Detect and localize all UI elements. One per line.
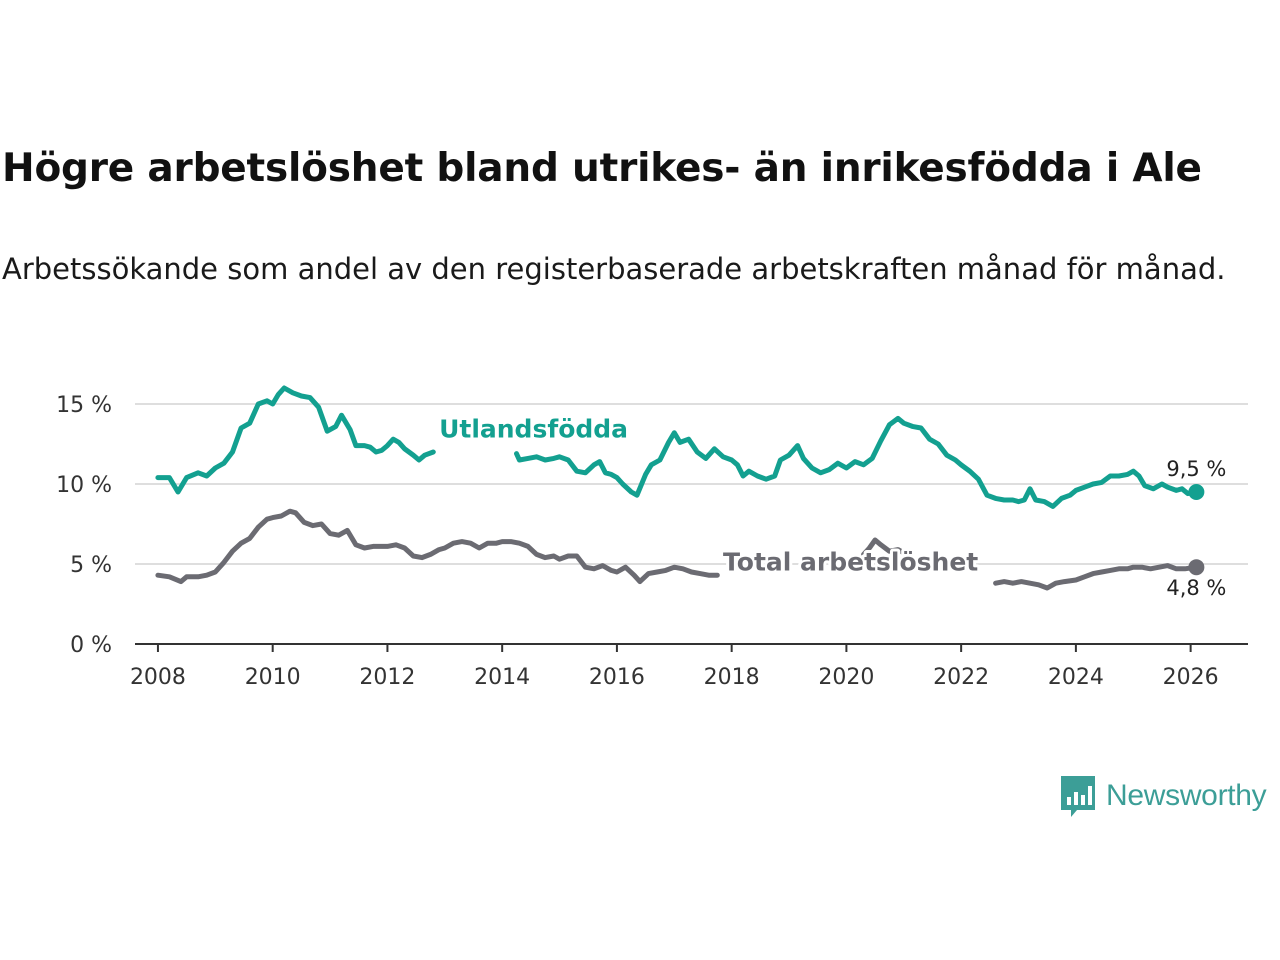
series-annotation-utlandsf-dda: Utlandsfödda (439, 415, 628, 444)
end-value-label-utlandsf-dda: 9,5 % (1166, 457, 1226, 481)
chart-title: Högre arbetslöshet bland utrikes- än inr… (2, 146, 1202, 191)
x-tick-label: 2010 (245, 665, 301, 690)
x-tick-label: 2024 (1048, 665, 1104, 690)
x-tick-label: 2012 (359, 665, 415, 690)
y-tick-label: 5 % (70, 553, 112, 578)
newsworthy-logo: Newsworthy (1058, 772, 1267, 820)
y-tick-label: 0 % (70, 633, 112, 658)
x-tick-label: 2020 (818, 665, 874, 690)
grid-layer (135, 403, 1248, 565)
y-tick-label: 15 % (56, 393, 112, 418)
series-line-total-arbetsl-shet (155, 508, 720, 585)
series-line-utlandsf-dda (155, 385, 436, 495)
x-tick-label: 2016 (589, 665, 645, 690)
newsworthy-logo-text: Newsworthy (1106, 779, 1267, 812)
x-tick-label: 2014 (474, 665, 530, 690)
chart-subtitle: Arbetssökande som andel av den registerb… (2, 252, 1226, 286)
x-tick-label: 2026 (1163, 665, 1219, 690)
end-point-utlandsf-dda (1188, 484, 1205, 500)
series-line-total-arbetsl-shet (861, 537, 910, 557)
end-point-total-arbetsl-shet (1188, 559, 1205, 576)
x-tick-label: 2022 (933, 665, 989, 690)
x-tick-label: 2018 (704, 665, 760, 690)
series-annotation-total-arbetsl-shet: Total arbetslöshet (723, 547, 978, 576)
end-value-label-total-arbetsl-shet: 4,8 % (1166, 576, 1226, 600)
x-tick-label: 2008 (130, 665, 186, 690)
series-line-total-arbetsl-shet (993, 563, 1199, 591)
series-layer (155, 385, 1205, 591)
y-tick-label: 10 % (56, 473, 112, 498)
axis-layer: 0 % 5 % 10 % 15 % 2008 2010 2012 2014 2016 2018 20… (56, 393, 1248, 690)
newsworthy-logo-icon (1061, 776, 1095, 817)
label-layer: 9,5 % 4,8 % Utlandsfödda Total arbetslöshet (436, 412, 1226, 601)
series-line-utlandsf-dda (514, 415, 1199, 509)
